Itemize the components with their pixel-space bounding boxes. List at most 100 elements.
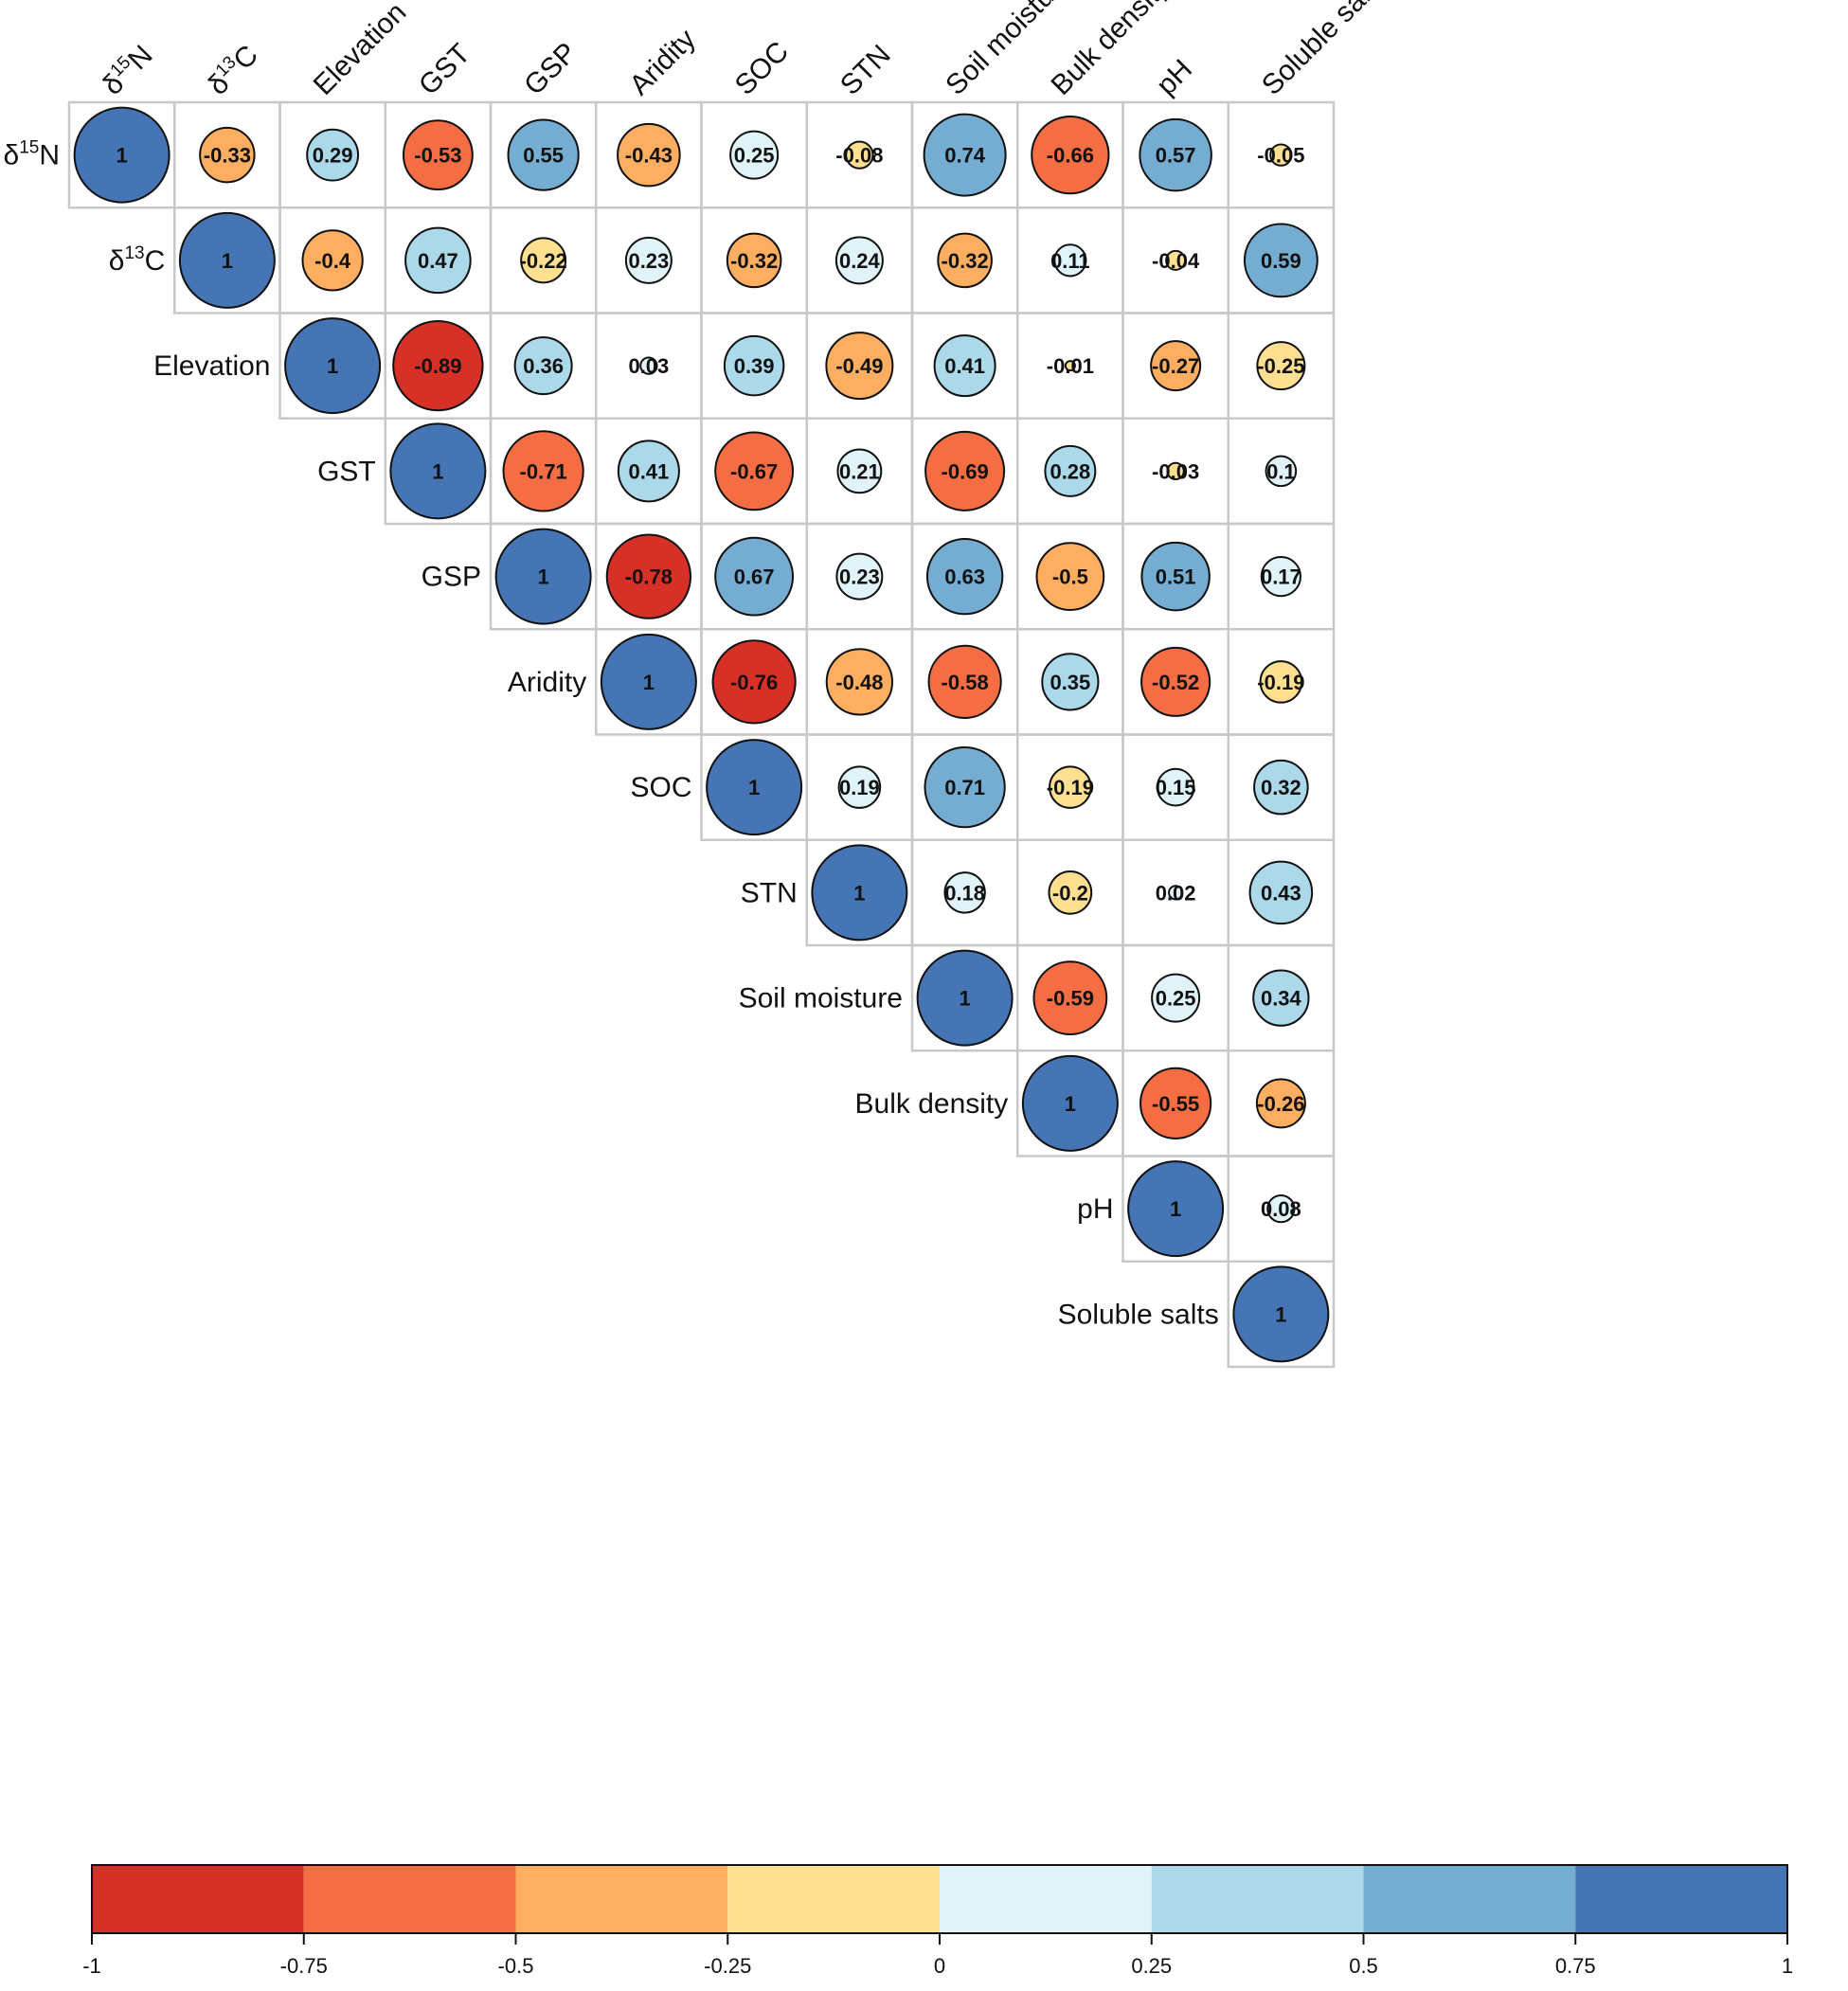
correlation-circle: [1166, 461, 1185, 481]
correlation-circle: [916, 949, 1014, 1047]
correlation-circle: [301, 229, 364, 292]
correlation-circle: [1064, 360, 1076, 372]
correlation-value-label: 1: [432, 459, 443, 483]
correlation-value-label: -0.4: [314, 249, 351, 273]
circle-layer: 1 -0.33 0.29 -0.53 0.55 -0.43 0.25 -0.08 0.74 -0.…: [73, 106, 1330, 1363]
correlation-circle: [1168, 885, 1184, 901]
correlation-circle: [923, 113, 1007, 197]
correlation-circle: [199, 126, 256, 184]
correlation-circle: [639, 356, 658, 375]
correlation-circle: [600, 633, 697, 730]
correlation-value-label: -0.05: [1257, 144, 1304, 168]
legend-tick-label: 0.5: [1349, 1954, 1378, 1978]
correlation-value-label: 1: [1275, 1302, 1286, 1326]
correlation-circle: [178, 211, 276, 309]
correlation-value-label: -0.43: [625, 144, 673, 168]
correlation-circle: [1139, 1067, 1212, 1139]
correlation-value-label: -0.04: [1152, 249, 1200, 273]
color-legend: -1 -0.75 -0.5 -0.25 0 0.25 0.5 0.75 1: [82, 1864, 1793, 1978]
correlation-circle: [1265, 455, 1298, 488]
correlation-value-label: -0.2: [1052, 881, 1088, 905]
correlation-value-label: 1: [960, 987, 971, 1011]
correlation-circle: [284, 317, 382, 415]
legend-tick-label: 1: [1782, 1954, 1793, 1978]
correlation-circle: [837, 765, 882, 809]
row-label: δ15N: [3, 138, 60, 171]
legend-color-bin: [92, 1865, 304, 1933]
correlation-value-label: -0.59: [1047, 987, 1094, 1011]
correlation-circle: [714, 536, 795, 617]
row-label: pH: [1077, 1193, 1113, 1225]
correlation-value-label: 0.25: [1156, 987, 1196, 1011]
correlation-circle: [404, 226, 472, 295]
legend-color-bin: [940, 1865, 1152, 1933]
correlation-value-label: -0.55: [1152, 1092, 1199, 1116]
correlation-circle: [1151, 973, 1201, 1023]
row-label: Soluble salts: [1058, 1299, 1219, 1330]
correlation-circle: [711, 639, 797, 725]
correlation-circle: [617, 122, 681, 188]
correlation-value-label: 0.39: [734, 354, 775, 378]
correlation-circle: [845, 140, 874, 170]
correlation-circle: [924, 745, 1006, 829]
correlation-value-label: 1: [327, 354, 338, 378]
correlation-value-label: 1: [643, 671, 655, 694]
correlation-circle: [1140, 541, 1211, 612]
matrix-cell: [1227, 1260, 1336, 1369]
correlation-circle: [520, 237, 567, 284]
correlation-circle: [726, 232, 782, 289]
correlation-value-label: 1: [1170, 1197, 1181, 1221]
correlation-value-label: 1: [222, 249, 233, 273]
legend-color-bin: [515, 1865, 728, 1933]
correlation-value-label: -0.53: [414, 144, 461, 168]
correlation-circle: [617, 439, 680, 503]
correlation-circle: [825, 332, 894, 401]
column-label: δ15N: [96, 38, 159, 101]
legend-tick-label: 0.25: [1131, 1954, 1172, 1978]
correlation-value-label: 1: [117, 144, 128, 168]
correlation-value-label: 0.67: [734, 565, 775, 589]
correlation-value-label: 0.08: [1261, 1197, 1301, 1221]
correlation-circle: [1127, 1160, 1225, 1258]
correlation-circle: [494, 528, 592, 625]
column-label: GST: [413, 38, 476, 101]
correlation-value-label: -0.26: [1257, 1092, 1304, 1116]
correlation-value-label: 0.63: [944, 565, 985, 589]
correlation-value-label: -0.69: [942, 459, 989, 483]
correlation-circle: [723, 334, 785, 397]
correlation-circle: [605, 533, 692, 619]
correlation-value-label: -0.5: [1052, 565, 1088, 589]
correlation-value-label: 0.21: [839, 459, 880, 483]
row-label: GST: [317, 456, 376, 487]
legend-tick-label: -1: [82, 1954, 101, 1978]
correlation-circle: [1041, 653, 1100, 711]
correlation-circle: [1139, 117, 1212, 192]
legend-color-bin: [1363, 1865, 1576, 1933]
correlation-value-label: -0.22: [520, 249, 567, 273]
column-label: pH: [1151, 53, 1198, 100]
correlation-circle: [1259, 660, 1303, 704]
legend-tick-label: -0.25: [704, 1954, 751, 1978]
correlation-value-label: -0.33: [204, 144, 251, 168]
correlation-circle: [1156, 767, 1195, 807]
legend-tick-label: 0: [934, 1954, 945, 1978]
legend-tick-label: 0.75: [1555, 1954, 1596, 1978]
correlation-value-label: -0.19: [1257, 671, 1304, 694]
correlation-value-label: 0.32: [1261, 776, 1301, 799]
column-label: δ13C: [201, 38, 264, 101]
correlation-value-label: -0.71: [520, 459, 567, 483]
correlation-circle: [927, 644, 1002, 719]
correlation-value-label: -0.08: [835, 144, 883, 168]
correlation-circle: [1150, 340, 1202, 392]
correlation-value-label: 0.24: [839, 249, 881, 273]
correlation-circle: [1243, 223, 1319, 298]
correlation-circle: [1032, 960, 1108, 1036]
correlation-value-label: 0.41: [628, 459, 669, 483]
column-label: SOC: [729, 36, 795, 101]
correlation-circle: [513, 336, 573, 396]
correlation-value-label: 0.29: [313, 144, 353, 168]
correlation-value-label: -0.49: [835, 354, 883, 378]
correlation-circle: [1232, 1265, 1330, 1363]
correlation-value-label: 0.18: [944, 881, 985, 905]
correlation-value-label: -0.89: [414, 354, 461, 378]
